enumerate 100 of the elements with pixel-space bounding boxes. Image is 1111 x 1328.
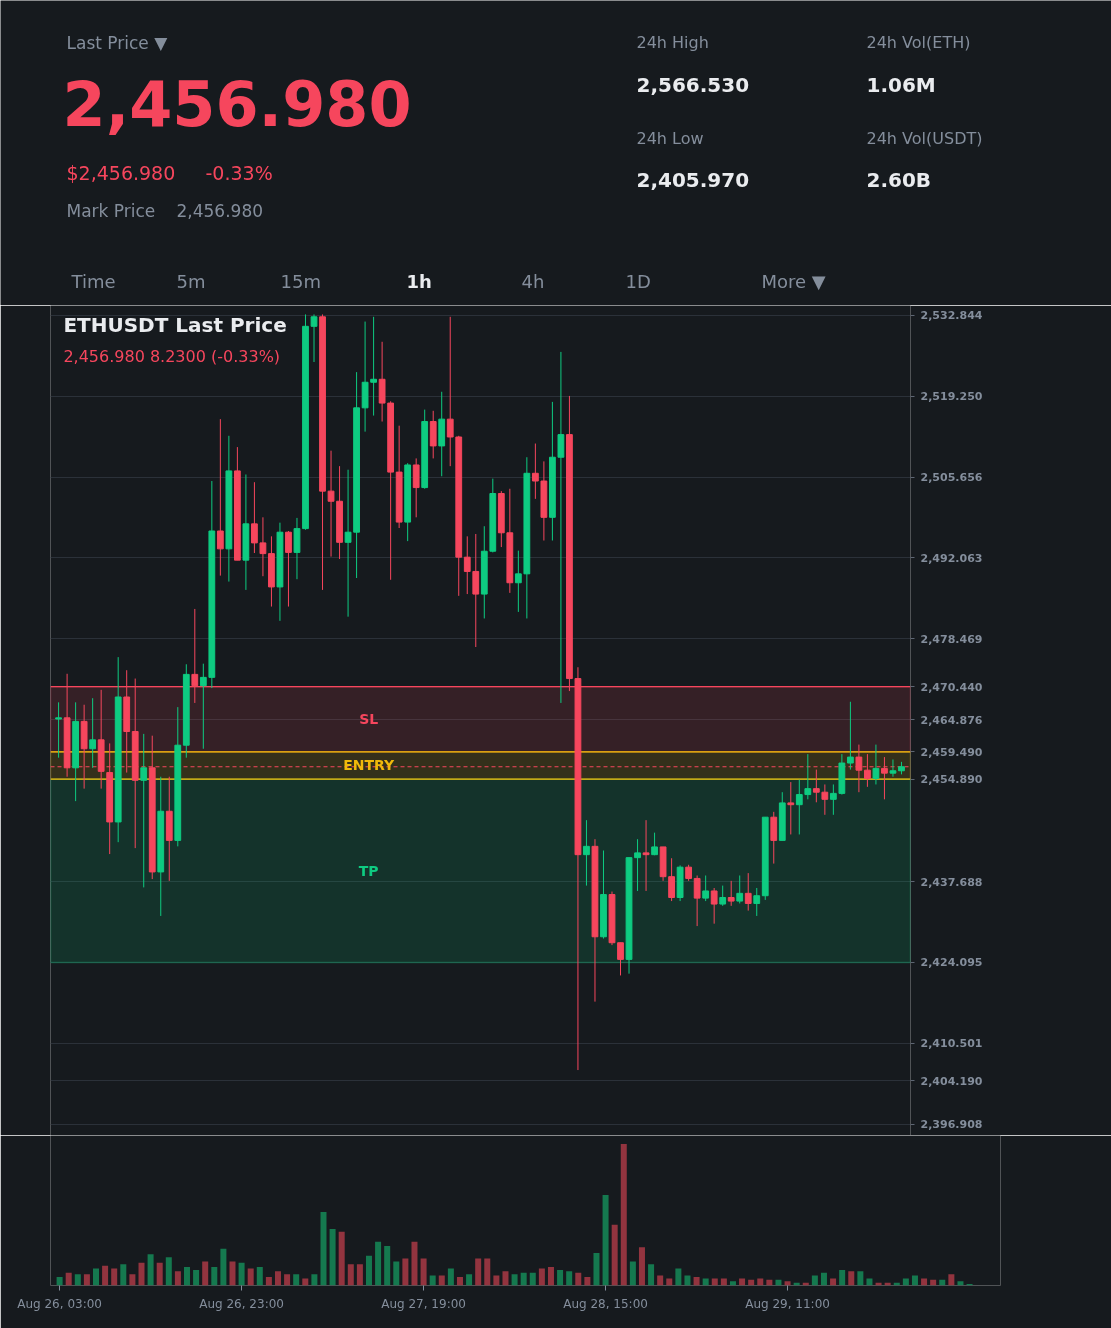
- bar: [866, 1278, 873, 1286]
- candlestick: [293, 517, 301, 580]
- y-tick-label: 2,404.190: [920, 1074, 983, 1088]
- candlestick: [55, 701, 62, 759]
- bar: [93, 1268, 99, 1286]
- bar: [602, 1194, 609, 1286]
- bar: [120, 1264, 127, 1286]
- bar: [529, 1272, 536, 1286]
- bar: [375, 1241, 382, 1286]
- text: 2,405.970: [636, 167, 750, 192]
- bar: [611, 1224, 618, 1286]
- bar: [538, 1268, 545, 1286]
- text: 15m: [280, 271, 321, 292]
- bar: [511, 1274, 518, 1286]
- bar: [447, 1268, 454, 1286]
- candlestick: [89, 697, 97, 769]
- bar: [274, 1271, 281, 1286]
- bar: [784, 1281, 791, 1286]
- bar: [74, 1274, 81, 1286]
- candlestick: [412, 457, 420, 518]
- text: Mark Price: [66, 200, 156, 221]
- ref-line-label: 2,470.440: [920, 680, 983, 694]
- bar: [429, 1275, 436, 1286]
- bar: [502, 1271, 509, 1286]
- candlestick: [736, 874, 744, 904]
- bar: [411, 1241, 418, 1286]
- text: Last Price ▼: [66, 32, 169, 53]
- bar: [265, 1277, 272, 1286]
- bar: [402, 1258, 409, 1286]
- y-tick-label: 2,437.688: [920, 875, 983, 889]
- y-tick-label: 2,396.908: [920, 1118, 983, 1132]
- bar: [684, 1275, 691, 1286]
- bar: [102, 1265, 109, 1286]
- bar: [911, 1275, 918, 1286]
- y-tick-label: 2,410.501: [920, 1037, 983, 1051]
- candlestick: [847, 701, 854, 771]
- text: Time: [70, 271, 116, 292]
- bar: [839, 1269, 846, 1286]
- candlestick: [702, 874, 710, 902]
- text: 2,456.980: [62, 67, 412, 141]
- bar: [211, 1267, 218, 1286]
- candlestick: [310, 313, 318, 363]
- bar: [629, 1261, 636, 1286]
- bar: [466, 1274, 473, 1286]
- candlestick: [889, 758, 897, 778]
- x-tick-label: Aug 29, 11:00: [745, 1296, 830, 1311]
- bar: [111, 1268, 118, 1286]
- candlestick: [634, 838, 641, 892]
- bar: [256, 1267, 263, 1286]
- x-tick-label: Aug 26, 23:00: [199, 1296, 284, 1311]
- bar: [393, 1261, 400, 1286]
- bar: [311, 1274, 318, 1286]
- bar: [329, 1228, 336, 1286]
- bar: [702, 1278, 709, 1286]
- bar: [948, 1274, 955, 1286]
- text: 24h Vol(ETH): [866, 33, 971, 52]
- text: $2,456.980: [66, 161, 176, 184]
- bar: [857, 1271, 864, 1286]
- candlestick: [216, 418, 224, 577]
- text: 2,456.980 8.2300 (-0.33%): [63, 346, 281, 366]
- candlestick: [259, 516, 267, 577]
- x-tick-label: Aug 26, 03:00: [17, 1296, 102, 1311]
- x-tick-label: Aug 27, 19:00: [381, 1296, 466, 1311]
- bar: [202, 1261, 209, 1286]
- text: 4h: [521, 271, 545, 292]
- chart-title: ETHUSDT Last Price: [63, 312, 287, 337]
- candlestick: [753, 887, 761, 917]
- text: 24h Low: [636, 129, 704, 148]
- bar: [320, 1211, 327, 1286]
- band-label: ENTRY: [343, 757, 396, 774]
- ref-line-label: 2,454.890: [920, 773, 983, 787]
- bar: [229, 1261, 236, 1286]
- candlestick: [378, 341, 386, 423]
- bar: [593, 1252, 600, 1286]
- bar: [238, 1262, 245, 1286]
- bar: [438, 1275, 445, 1286]
- bar: [657, 1275, 664, 1286]
- bar: [65, 1272, 72, 1286]
- bar: [293, 1274, 300, 1286]
- y-tick-label: 2,424.095: [920, 956, 983, 970]
- bar: [129, 1274, 136, 1286]
- bar: [420, 1258, 427, 1286]
- bar: [557, 1269, 564, 1286]
- bar: [711, 1278, 718, 1286]
- bar: [365, 1255, 372, 1286]
- bar: [183, 1267, 190, 1286]
- bar: [848, 1271, 855, 1286]
- candlestick: [693, 874, 701, 927]
- bar: [456, 1277, 463, 1286]
- ref-line-label: 2,459.490: [920, 745, 983, 759]
- bar: [147, 1254, 154, 1286]
- bar: [165, 1257, 172, 1286]
- bar: [757, 1278, 764, 1286]
- candlestick: [446, 316, 454, 467]
- candlestick: [531, 443, 539, 500]
- bar: [83, 1274, 90, 1286]
- candlestick: [140, 733, 148, 888]
- bar: [739, 1278, 746, 1286]
- bar: [566, 1271, 573, 1286]
- text: -0.33%: [205, 161, 273, 184]
